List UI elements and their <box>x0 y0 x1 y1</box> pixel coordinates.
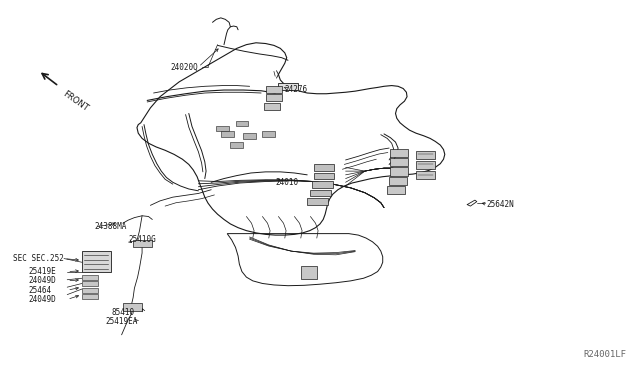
Bar <box>390 149 408 157</box>
Bar <box>243 133 256 139</box>
Bar <box>123 303 142 311</box>
Bar <box>310 190 331 196</box>
Text: 24276: 24276 <box>285 85 308 94</box>
Bar <box>82 281 98 286</box>
Text: FRONT: FRONT <box>61 89 90 113</box>
Bar <box>262 131 275 137</box>
Bar <box>82 251 111 272</box>
Bar <box>266 86 282 93</box>
Bar <box>230 142 243 148</box>
Bar <box>416 151 435 159</box>
Bar <box>82 275 98 280</box>
Text: R24001LF: R24001LF <box>583 350 626 359</box>
Bar <box>416 171 435 179</box>
Bar <box>416 161 435 169</box>
Bar <box>307 198 328 205</box>
Bar <box>82 288 98 293</box>
Bar <box>82 294 98 299</box>
Bar <box>266 94 282 101</box>
Text: 25410G: 25410G <box>128 235 156 244</box>
Text: 25464: 25464 <box>29 286 52 295</box>
Text: 24020Q: 24020Q <box>171 62 198 71</box>
Bar <box>236 121 248 126</box>
Text: 25642N: 25642N <box>486 200 514 209</box>
Bar <box>389 177 407 185</box>
Text: 25419EA: 25419EA <box>106 317 138 326</box>
Bar <box>314 164 334 171</box>
Bar <box>264 103 280 110</box>
Bar <box>390 158 408 166</box>
Bar <box>216 126 229 131</box>
Text: 24388MA: 24388MA <box>95 222 127 231</box>
Text: SEC SEC.252: SEC SEC.252 <box>13 254 63 263</box>
Bar <box>133 240 152 247</box>
Bar <box>390 167 408 176</box>
Text: 24010: 24010 <box>275 178 298 187</box>
Text: 24049D: 24049D <box>29 276 56 285</box>
Bar <box>221 131 234 137</box>
Bar <box>387 186 405 194</box>
Bar <box>312 181 333 188</box>
Text: 25419E: 25419E <box>29 267 56 276</box>
Text: 85410: 85410 <box>112 308 135 317</box>
Text: 24049D: 24049D <box>29 295 56 304</box>
FancyBboxPatch shape <box>278 83 298 90</box>
Bar <box>314 173 334 179</box>
Bar <box>301 266 317 279</box>
